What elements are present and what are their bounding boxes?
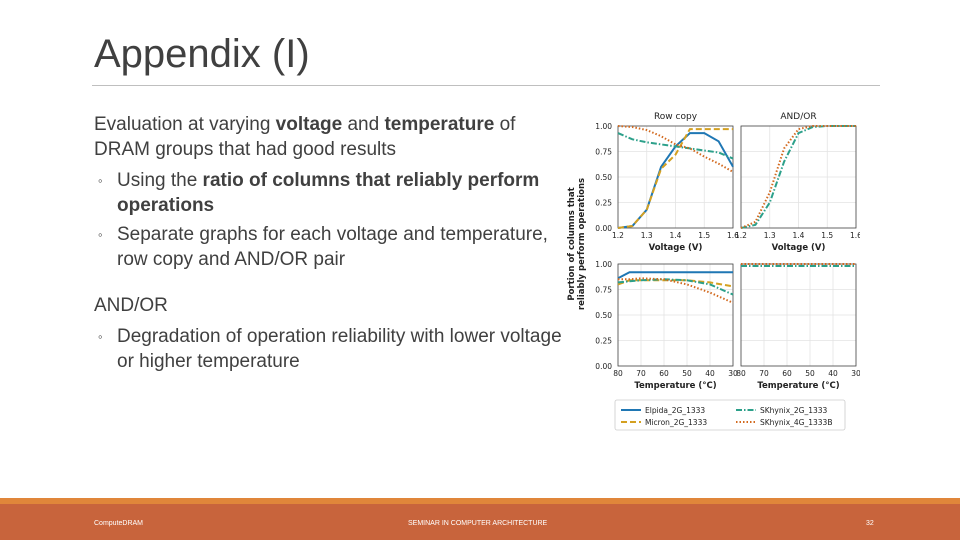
x-tick-label: 1.5 (698, 231, 710, 240)
x-tick-label: 80 (736, 369, 746, 378)
series-line-micron-2g-1333 (617, 128, 733, 229)
bullet-mark: ◦ (98, 227, 103, 242)
andor-heading: AND/OR (94, 295, 168, 316)
y-tick-label: 0.50 (595, 311, 612, 320)
bullet-group-1: ◦ Using the ratio of columns that reliabl… (94, 168, 564, 272)
panel-title: Row copy (654, 112, 698, 122)
x-tick-label: 1.4 (793, 231, 805, 240)
x-tick-label: 1.2 (735, 231, 747, 240)
x-tick-label: 80 (613, 369, 623, 378)
y-axis-label: reliably perform operations (577, 178, 587, 310)
intro-text-2: and (342, 114, 385, 135)
y-tick-label: 0.00 (595, 362, 612, 371)
x-axis-label: Voltage (V) (649, 243, 703, 253)
series-line-skhynix-4g-1333b (618, 277, 734, 304)
slide-body: Evaluation at varying voltage and temper… (94, 112, 564, 374)
panel-frame (617, 125, 734, 229)
x-tick-label: 70 (636, 369, 646, 378)
bullet-mark: ◦ (98, 173, 103, 188)
panel-frame (617, 263, 734, 367)
y-tick-label: 0.75 (595, 286, 612, 295)
results-figure: Portion of columns that reliably perform … (567, 112, 860, 431)
intro-text-3: of DRAM groups that had good results (94, 114, 516, 160)
bullet-separate-graphs: ◦ Separate graphs for each voltage and te… (94, 222, 564, 272)
bullet-degradation-text: Degradation of operation reliability wit… (117, 326, 562, 372)
intro-paragraph: Evaluation at varying voltage and temper… (94, 112, 564, 162)
slide-title: Appendix (I) (94, 32, 310, 76)
bullet-degradation: ◦ Degradation of operation reliability wi… (94, 324, 564, 374)
footer-accent-strip (0, 498, 960, 504)
legend-box (614, 399, 846, 431)
y-tick-label: 0.00 (595, 224, 612, 233)
x-tick-label: 1.3 (641, 231, 653, 240)
y-tick-label: 1.00 (595, 260, 612, 269)
legend-label: SKhynix_2G_1333 (760, 406, 828, 415)
x-axis-label: Temperature (°C) (634, 381, 716, 391)
x-tick-label: 50 (682, 369, 692, 378)
bullet-separate-text: Separate graphs for each voltage and tem… (117, 224, 548, 270)
y-tick-label: 0.75 (595, 148, 612, 157)
footer-bar: ComputeDRAM SEMINAR IN COMPUTER ARCHITEC… (0, 498, 960, 540)
page-number: 32 (866, 520, 874, 527)
x-tick-label: 30 (851, 369, 860, 378)
x-tick-label: 40 (705, 369, 715, 378)
panel-frame (740, 125, 857, 229)
panel-title: AND/OR (780, 112, 816, 122)
y-tick-label: 0.25 (595, 199, 612, 208)
intro-bold-temperature: temperature (384, 114, 495, 135)
x-tick-label: 1.3 (764, 231, 776, 240)
y-tick-label: 0.25 (595, 337, 612, 346)
x-tick-label: 70 (759, 369, 769, 378)
bullet-group-2: ◦ Degradation of operation reliability wi… (94, 324, 564, 374)
x-tick-label: 50 (805, 369, 815, 378)
x-tick-label: 1.4 (670, 231, 682, 240)
legend-label: Micron_2G_1333 (645, 418, 707, 427)
series-line-skhynix-2g-1333 (740, 125, 856, 229)
bullet-ratio-text: Using the (117, 170, 203, 191)
series-line-skhynix-2g-1333 (617, 132, 734, 160)
y-axis-label: Portion of columns that (567, 187, 577, 300)
series-line-skhynix-2g-1333 (617, 278, 734, 296)
legend-label: SKhynix_4G_1333B (760, 418, 832, 427)
bullet-ratio: ◦ Using the ratio of columns that reliabl… (94, 168, 564, 218)
x-tick-label: 60 (782, 369, 792, 378)
bullet-ratio-bold: ratio of columns that reliably perform o… (117, 170, 540, 216)
legend-label: Elpida_2G_1333 (645, 406, 705, 415)
x-tick-label: 30 (728, 369, 738, 378)
x-axis-label: Voltage (V) (772, 243, 826, 253)
x-tick-label: 1.2 (612, 231, 624, 240)
footer-center-text: SEMINAR IN COMPUTER ARCHITECTURE (408, 520, 548, 527)
series-line-elpida-2g-1333 (617, 271, 733, 280)
x-tick-label: 40 (828, 369, 838, 378)
bullet-mark: ◦ (98, 329, 103, 344)
footer-left-text: ComputeDRAM (94, 520, 144, 527)
x-tick-label: 60 (659, 369, 669, 378)
intro-text-1: Evaluation at varying (94, 114, 276, 135)
intro-bold-voltage: voltage (275, 114, 343, 135)
x-tick-label: 1.6 (727, 231, 739, 240)
y-tick-label: 0.50 (595, 173, 612, 182)
y-tick-label: 1.00 (595, 122, 612, 131)
title-rule (92, 85, 880, 86)
x-axis-label: Temperature (°C) (757, 381, 839, 391)
x-tick-label: 1.5 (821, 231, 833, 240)
x-tick-label: 1.6 (850, 231, 860, 240)
